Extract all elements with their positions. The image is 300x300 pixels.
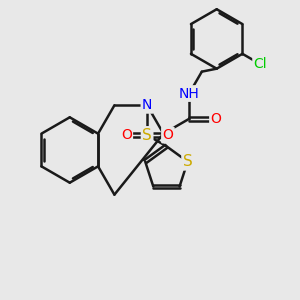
Text: NH: NH [179, 86, 200, 100]
Text: N: N [142, 98, 152, 112]
Text: O: O [163, 128, 173, 142]
Text: S: S [142, 128, 152, 142]
Text: O: O [121, 128, 132, 142]
Text: S: S [183, 154, 193, 169]
Text: Cl: Cl [254, 57, 267, 71]
Text: O: O [211, 112, 221, 126]
